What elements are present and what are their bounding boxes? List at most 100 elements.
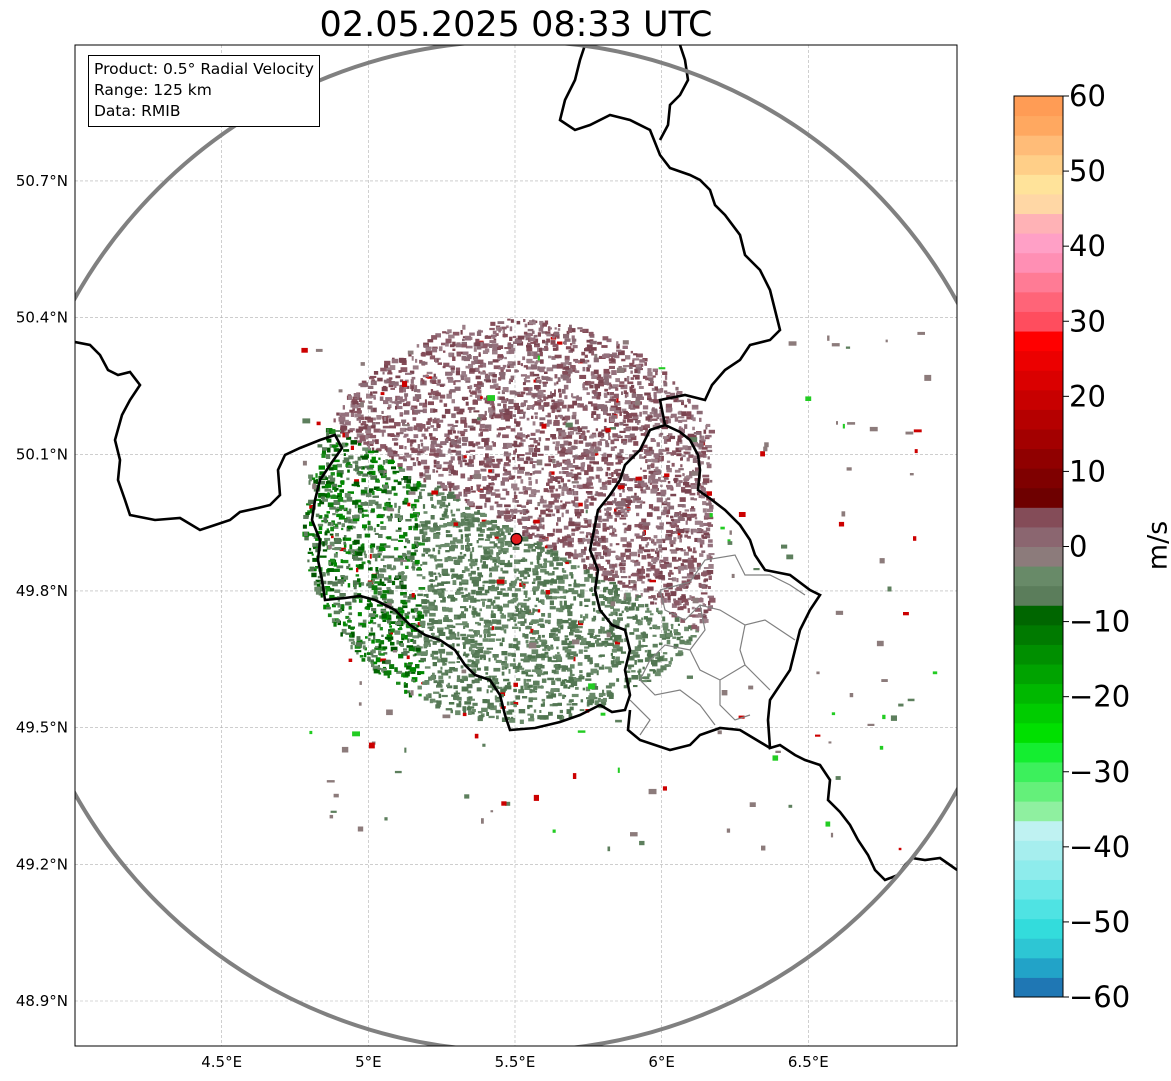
echo-pixel xyxy=(634,646,642,651)
echo-pixel xyxy=(480,431,483,437)
echo-pixel xyxy=(654,422,661,428)
echo-pixel xyxy=(530,432,536,436)
echo-pixel xyxy=(658,570,663,575)
echo-pixel xyxy=(488,555,493,558)
echo-pixel xyxy=(590,451,597,456)
echo-pixel xyxy=(482,561,486,566)
echo-pixel xyxy=(703,478,710,484)
echo-pixel xyxy=(406,624,413,629)
echo-pixel xyxy=(326,602,329,607)
echo-pixel xyxy=(571,393,574,398)
echo-pixel xyxy=(364,465,369,469)
echo-pixel xyxy=(448,619,452,622)
echo-pixel xyxy=(385,367,391,372)
echo-pixel xyxy=(429,574,434,577)
echo-pixel xyxy=(471,611,478,615)
echo-pixel xyxy=(538,437,542,442)
echo-pixel xyxy=(455,444,460,449)
echo-pixel xyxy=(577,472,582,476)
echo-pixel xyxy=(446,684,450,687)
echo-pixel xyxy=(554,446,559,451)
echo-pixel xyxy=(476,485,481,491)
echo-pixel xyxy=(382,646,388,650)
echo-pixel xyxy=(612,500,617,504)
echo-pixel xyxy=(372,610,377,614)
echo-pixel xyxy=(542,383,547,387)
echo-pixel xyxy=(564,535,572,539)
echo-pixel xyxy=(593,542,597,546)
echo-pixel xyxy=(700,439,706,442)
echo-pixel xyxy=(510,585,516,589)
echo-pixel xyxy=(574,508,580,514)
echo-pixel xyxy=(334,467,337,470)
echo-pixel xyxy=(406,655,410,660)
echo-pixel xyxy=(431,335,438,340)
echo-pixel xyxy=(336,470,344,475)
echo-pixel xyxy=(347,525,353,530)
echo-pixel xyxy=(371,422,376,427)
echo-pixel xyxy=(457,456,461,461)
echo-pixel xyxy=(391,358,399,364)
echo-pixel xyxy=(673,477,678,483)
echo-pixel xyxy=(433,606,438,611)
echo-pixel xyxy=(319,480,326,485)
echo-pixel xyxy=(637,659,644,663)
echo-pixel xyxy=(436,448,441,453)
echo-pixel xyxy=(502,473,508,476)
echo-pixel xyxy=(595,428,598,432)
echo-pixel xyxy=(622,489,625,493)
echo-pixel xyxy=(549,606,556,610)
echo-pixel xyxy=(337,497,344,502)
echo-pixel xyxy=(534,604,538,608)
echo-pixel xyxy=(573,458,576,464)
echo-pixel xyxy=(504,527,511,530)
echo-pixel xyxy=(404,634,408,640)
echo-pixel xyxy=(594,634,601,637)
echo-pixel xyxy=(615,570,618,576)
echo-pixel xyxy=(456,485,460,490)
echo-pixel xyxy=(504,629,507,634)
echo-pixel xyxy=(444,626,450,630)
echo-pixel xyxy=(666,502,671,507)
echo-pixel xyxy=(669,435,676,440)
echo-pixel xyxy=(668,578,674,580)
echo-pixel xyxy=(336,463,342,468)
echo-pixel xyxy=(410,457,415,461)
echo-pixel xyxy=(603,503,607,506)
echo-pixel xyxy=(551,399,555,403)
echo-pixel xyxy=(699,523,704,527)
echo-pixel xyxy=(429,448,436,453)
echo-pixel xyxy=(326,429,329,432)
echo-pixel xyxy=(517,621,522,624)
echo-pixel xyxy=(447,685,453,689)
echo-pixel xyxy=(314,586,321,592)
echo-pixel xyxy=(513,450,516,455)
echo-pixel xyxy=(454,615,458,619)
echo-pixel xyxy=(478,574,484,578)
echo-pixel xyxy=(522,526,528,529)
echo-pixel xyxy=(661,547,667,551)
echo-pixel xyxy=(563,600,567,606)
echo-pixel xyxy=(574,477,582,480)
echo-pixel xyxy=(708,600,711,606)
echo-pixel xyxy=(572,485,576,488)
echo-pixel xyxy=(540,359,544,364)
echo-pixel xyxy=(504,504,511,508)
echo-pixel xyxy=(567,656,574,660)
echo-pixel xyxy=(641,425,644,429)
echo-pixel xyxy=(653,624,658,628)
echo-pixel xyxy=(380,526,387,530)
echo-pixel xyxy=(382,460,386,465)
echo-pixel xyxy=(630,649,636,655)
echo-pixel xyxy=(546,595,553,600)
echo-pixel xyxy=(503,412,510,416)
echo-pixel xyxy=(341,527,344,531)
echo-pixel xyxy=(515,435,520,439)
echo-pixel xyxy=(598,666,605,670)
echo-pixel xyxy=(395,402,399,407)
echo-pixel xyxy=(700,485,704,489)
echo-pixel xyxy=(562,589,568,594)
echo-pixel xyxy=(460,678,465,683)
echo-pixel xyxy=(522,633,525,638)
echo-pixel xyxy=(322,447,328,451)
